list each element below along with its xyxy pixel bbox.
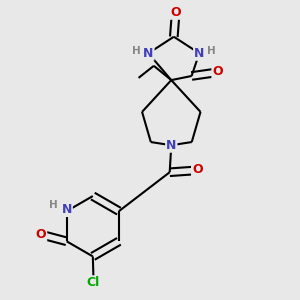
Text: N: N (166, 139, 176, 152)
Text: H: H (132, 46, 141, 56)
Text: H: H (207, 46, 216, 56)
Text: O: O (170, 6, 181, 19)
Text: N: N (143, 47, 154, 60)
Text: H: H (49, 200, 58, 210)
Text: N: N (61, 203, 72, 216)
Text: O: O (192, 163, 202, 176)
Text: N: N (194, 47, 204, 60)
Text: Cl: Cl (87, 276, 100, 289)
Text: O: O (36, 227, 46, 241)
Text: O: O (212, 65, 223, 78)
